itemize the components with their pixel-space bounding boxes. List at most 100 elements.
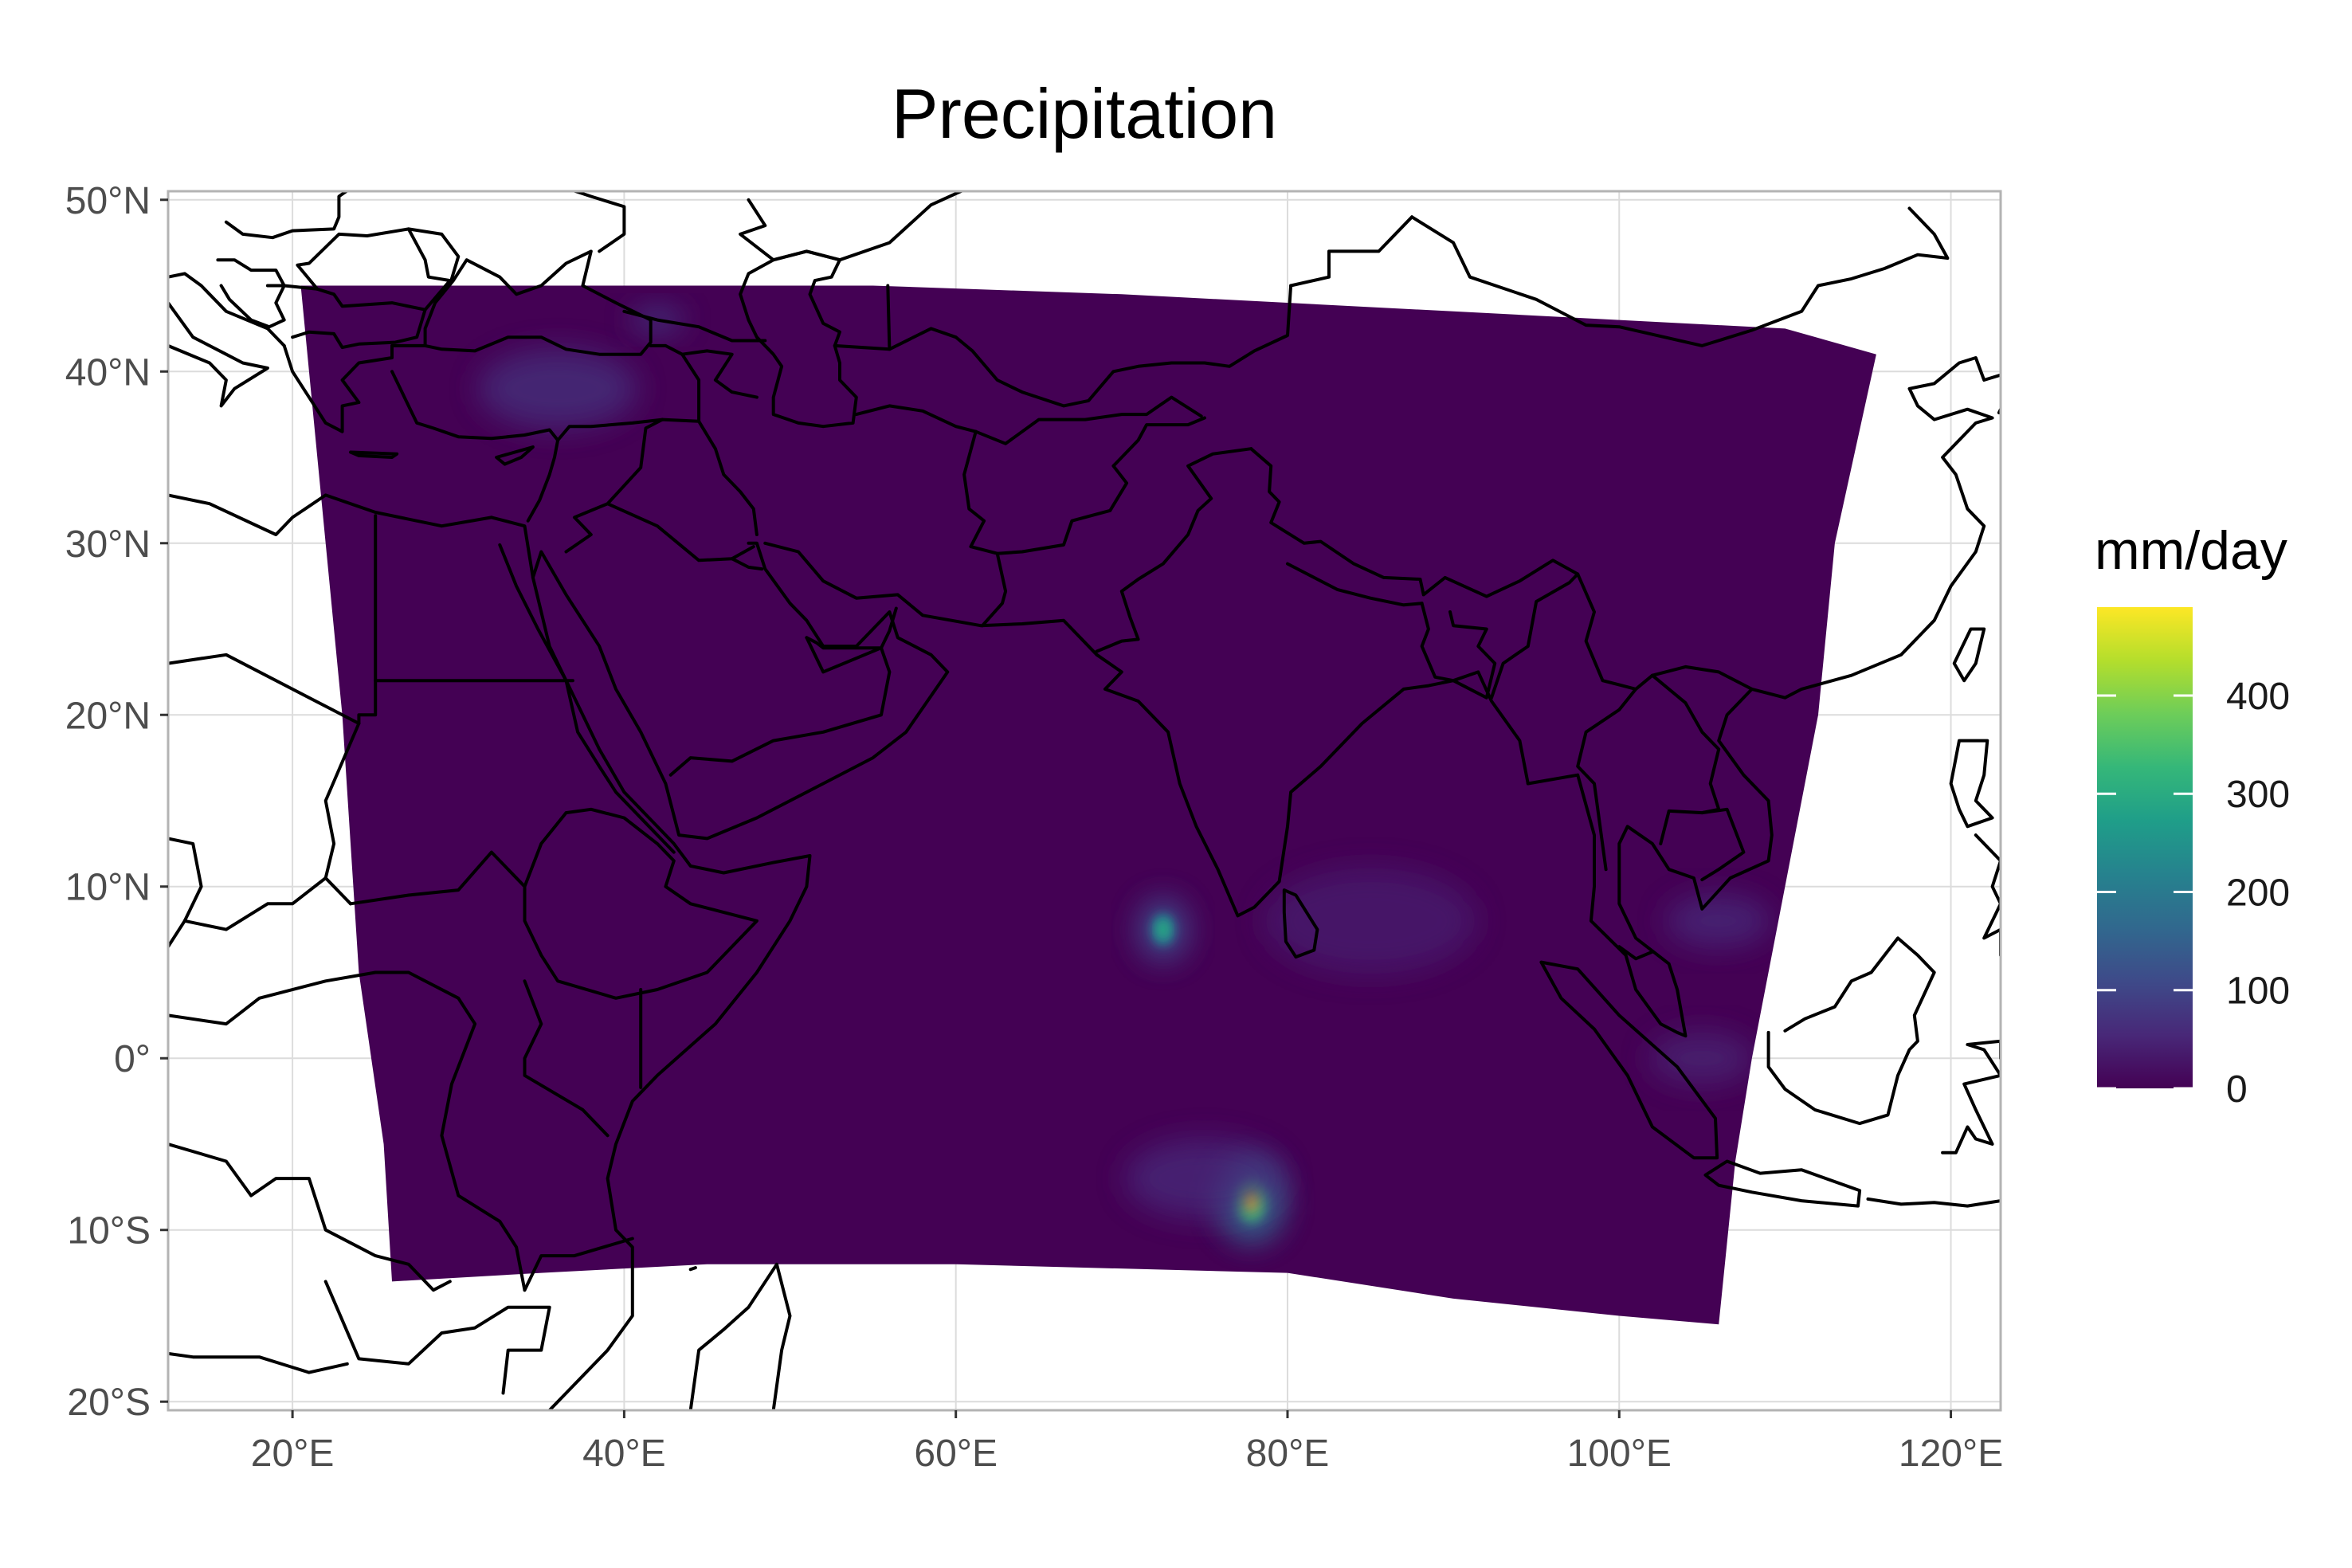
country-border: [1410, 206, 1950, 347]
coastline: [531, 541, 950, 841]
country-border: [168, 1351, 349, 1374]
coastline: [1539, 960, 1719, 1160]
country-border: [668, 636, 892, 777]
colorbar-label: 300: [2226, 774, 2290, 816]
precipitation-field: [300, 285, 1876, 1325]
country-border: [697, 419, 759, 536]
panel-border: [167, 190, 2002, 1412]
country-border: [1289, 215, 1414, 288]
y-tick-label: 20°N: [65, 695, 151, 737]
colorbar-label: 200: [2226, 872, 2290, 914]
country-border: [296, 227, 452, 312]
country-border: [1634, 673, 1721, 845]
country-border: [1700, 807, 1746, 882]
country-border: [323, 1280, 551, 1395]
country-border: [523, 807, 759, 1000]
legend-title: mm/day: [2095, 520, 2287, 581]
coastline: [1766, 936, 1936, 1126]
coastline: [763, 541, 1099, 657]
country-border: [680, 349, 759, 399]
colorbar: [2097, 607, 2193, 1088]
country-border: [265, 284, 427, 350]
y-tick-label: 30°N: [65, 523, 151, 566]
country-border: [168, 653, 378, 725]
country-border: [962, 429, 1008, 628]
precip-patch: [1124, 1139, 1284, 1219]
country-border: [1617, 945, 1654, 961]
country-border: [606, 417, 664, 506]
coastline: [1526, 356, 2001, 1038]
x-axis: 20°E 40°E 60°E 80°E 100°E 120°E: [251, 1410, 2003, 1475]
y-tick-label: 50°N: [65, 180, 151, 222]
country-border: [1095, 447, 1253, 653]
country-border: [739, 191, 966, 262]
colorbar-breaks: 0 100 200 300 400: [2097, 676, 2290, 1111]
country-border: [564, 502, 755, 563]
precip-peak: [1158, 921, 1169, 938]
x-tick-label: 40°E: [582, 1433, 666, 1475]
coastline: [1095, 653, 1530, 918]
colorbar-label: 0: [2226, 1068, 2248, 1111]
coastline: [1282, 888, 1319, 959]
country-border: [622, 309, 767, 343]
country-border: [168, 837, 203, 949]
coastlines: [168, 249, 2001, 1410]
country-border: [730, 557, 764, 571]
coastline: [423, 249, 653, 356]
y-tick-label: 10°S: [67, 1210, 151, 1252]
country-border: [1420, 602, 1497, 700]
data-domain: [300, 285, 1876, 1325]
country-border: [974, 395, 1203, 445]
country-border: [556, 417, 701, 442]
country-borders: [168, 191, 1950, 1395]
country-border: [1286, 562, 1424, 607]
coastline: [498, 543, 676, 854]
coastline: [282, 343, 427, 433]
x-tick-label: 100°E: [1567, 1433, 1672, 1475]
coastline: [688, 1266, 697, 1272]
country-border: [833, 284, 1293, 408]
coastline: [1866, 1197, 2001, 1208]
y-tick-label: 20°S: [67, 1382, 151, 1424]
country-border: [406, 227, 461, 280]
country-border: [523, 1237, 634, 1292]
country-border: [1249, 447, 1580, 598]
coastline: [1949, 739, 1994, 829]
y-tick-label: 0°: [114, 1038, 151, 1080]
country-border: [523, 979, 610, 1138]
precipitation-anomalies: [478, 306, 1772, 1244]
country-border: [1650, 664, 1754, 691]
country-border: [216, 258, 286, 329]
x-tick-label: 20°E: [251, 1433, 335, 1475]
country-border: [995, 416, 1206, 555]
precip-patch: [478, 348, 638, 429]
coastline: [526, 438, 560, 523]
coastline: [688, 1262, 792, 1410]
country-border: [805, 606, 898, 650]
country-border: [182, 876, 327, 931]
coastline: [495, 445, 535, 466]
legend: mm/day 0 100 200 300 400: [2095, 520, 2290, 1111]
colorbar-label: 100: [2226, 970, 2290, 1013]
coastline: [168, 272, 286, 347]
coastline: [349, 450, 399, 459]
coastline: [1703, 1159, 1862, 1208]
y-tick-label: 40°N: [65, 351, 151, 394]
coastline: [1952, 627, 1986, 683]
precip-patch: [1665, 894, 1772, 948]
country-border: [168, 970, 527, 1292]
y-axis: 50°N 40°N 30°N 20°N 10°N 0° 10°S 20°S: [65, 180, 168, 1424]
country-border: [323, 722, 361, 906]
precip-patch: [1648, 1031, 1755, 1085]
country-border: [570, 191, 626, 253]
x-tick-label: 80°E: [1246, 1433, 1330, 1475]
country-border: [854, 404, 978, 433]
country-border: [224, 191, 350, 240]
y-tick-label: 10°N: [65, 867, 151, 909]
coastline: [1941, 1039, 2001, 1154]
coastline: [390, 370, 560, 442]
coastline: [168, 301, 269, 408]
precip-patch: [1264, 868, 1477, 974]
x-tick-label: 60°E: [914, 1433, 998, 1475]
